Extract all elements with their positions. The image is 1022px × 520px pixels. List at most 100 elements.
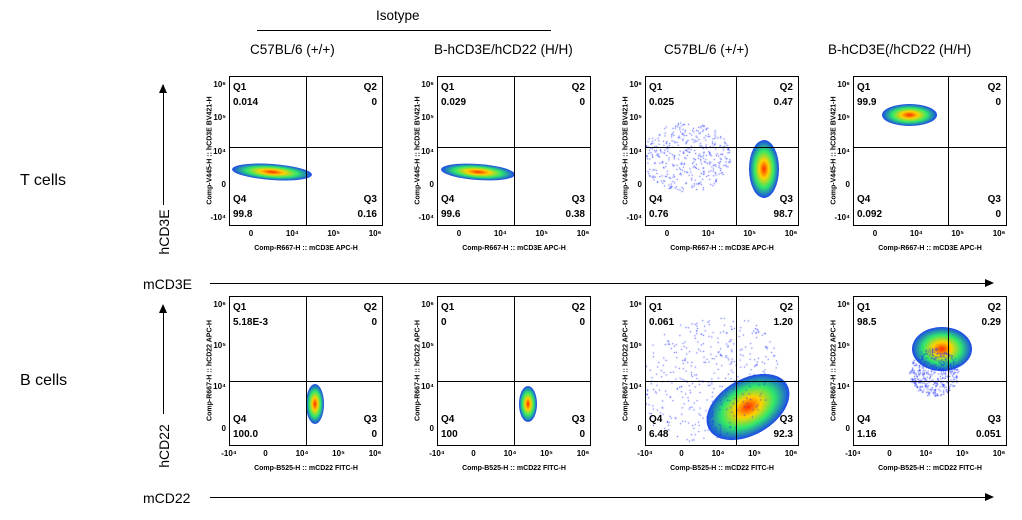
panel-r1-c1: Comp-V445-H :: hCD3E BV421-H 10⁶ 10⁵ 10⁴ 0 -1… <box>197 76 393 266</box>
quadrant-q2-name: Q2 <box>571 302 585 313</box>
quadrant-q3-name: Q3 <box>363 414 377 425</box>
quadrant-q3-percent: 0.16 <box>357 209 377 220</box>
quadrant-q4-percent: 100.0 <box>233 429 259 440</box>
x-tick-label: 0 <box>664 229 670 238</box>
quadrant-gate-vertical[interactable] <box>948 77 949 225</box>
x-tick-label: 10⁴ <box>909 229 923 238</box>
quadrant-q4-name: Q4 <box>233 194 247 205</box>
quadrant-q1-name: Q1 <box>441 82 455 93</box>
x-tick-label: 0 <box>471 449 476 458</box>
quadrant-q4-percent: 1.16 <box>857 429 877 440</box>
quadrant-gate-vertical[interactable] <box>736 77 737 225</box>
column-header-4: B-hCD3E(/hCD22 (H/H) <box>828 42 972 57</box>
panel-r2-c1: Comp-R667-H :: hCD22 APC-H 10⁶ 10⁵ 10⁴ 0 Q1 5.… <box>197 296 393 486</box>
quadrant-gate-vertical[interactable] <box>736 297 737 445</box>
quadrant-q2-percent: 1.20 <box>773 317 793 328</box>
y-tick-label: 10⁶ <box>629 80 642 89</box>
quadrant-q3-name: Q3 <box>571 194 585 205</box>
plot-x-axis-label: Comp-B525-H :: mCD22 FITC-H <box>878 465 982 472</box>
dot-plot: Q1 99.9 Q2 0 Q3 0 Q4 0.092 <box>853 76 1007 226</box>
quadrant-q3-name: Q3 <box>987 414 1001 425</box>
panel-r2-c3: Comp-R667-H :: hCD22 APC-H 10⁶ 10⁵ 10⁴ 0 Q1 0.… <box>613 296 809 486</box>
dot-plot: Q1 0 Q2 0 Q3 0 Q4 100 <box>437 296 591 446</box>
dot-plot: Q1 0.029 Q2 0 Q3 0.38 Q4 99.6 <box>437 76 591 226</box>
y-tick-label: 10⁴ <box>629 146 642 156</box>
quadrant-q2-percent: 0.29 <box>981 317 1001 328</box>
quadrant-q1-name: Q1 <box>233 302 247 313</box>
quadrant-gate-horizontal[interactable] <box>646 147 798 148</box>
panel-r1-c2: Comp-V445-H :: hCD3E BV421-H 10⁶ 10⁵ 10⁴ 0 -1… <box>405 76 601 266</box>
quadrant-q1-name: Q1 <box>649 82 663 93</box>
y-tick-label: 10⁴ <box>837 382 850 392</box>
x-tick-label: 10⁶ <box>784 449 798 458</box>
plot-x-axis-label: Comp-B525-H :: mCD22 FITC-H <box>670 465 774 472</box>
quadrant-q4-percent: 99.8 <box>233 209 253 220</box>
y-tick-label: 10⁶ <box>213 80 226 89</box>
quadrant-q2-percent: 0 <box>579 97 585 108</box>
row-label-t-cells: T cells <box>20 172 66 189</box>
y-tick-label: 10⁶ <box>629 300 642 309</box>
quadrant-gate-vertical[interactable] <box>514 297 515 445</box>
quadrant-gate-vertical[interactable] <box>948 297 949 445</box>
x-tick-label: 10⁶ <box>576 229 590 238</box>
column-header-3: C57BL/6 (+/+) <box>664 42 749 57</box>
y-tick-label: 10⁶ <box>837 80 850 89</box>
isotype-bracket-line <box>257 30 551 31</box>
plot-x-axis-label: Comp-B525-H :: mCD22 FITC-H <box>254 465 358 472</box>
b-cells-x-axis-arrow <box>210 497 988 498</box>
y-tick-label: 10⁵ <box>213 113 226 123</box>
x-tick-label: 10⁶ <box>784 229 798 238</box>
quadrant-q4-percent: 99.6 <box>441 209 461 220</box>
density-cluster <box>306 384 324 424</box>
quadrant-gate-horizontal[interactable] <box>646 381 798 382</box>
x-tick-label: 10⁶ <box>368 229 382 238</box>
density-cluster <box>881 104 937 126</box>
y-tick-label: 10⁵ <box>213 341 226 351</box>
quadrant-q1-percent: 99.9 <box>857 97 877 108</box>
y-tick-label: 10⁵ <box>837 113 850 123</box>
quadrant-q4-name: Q4 <box>857 194 871 205</box>
x-tick-label: 10⁵ <box>535 229 548 238</box>
quadrant-q3-percent: 0.051 <box>975 429 1001 440</box>
quadrant-q4-percent: 100 <box>441 429 458 440</box>
quadrant-q2-name: Q2 <box>987 82 1001 93</box>
y-tick-label: 10⁶ <box>421 300 434 309</box>
x-tick-label: 10⁶ <box>992 449 1006 458</box>
y-tick-label: 0 <box>637 423 642 433</box>
quadrant-q1-percent: 98.5 <box>857 317 877 328</box>
quadrant-gate-horizontal[interactable] <box>854 381 1006 382</box>
quadrant-gate-vertical[interactable] <box>514 77 515 225</box>
quadrant-q1-percent: 0.014 <box>233 97 259 108</box>
quadrant-q3-name: Q3 <box>363 194 377 205</box>
y-tick-label: 0 <box>429 180 434 189</box>
quadrant-q3-percent: 0 <box>371 429 377 440</box>
quadrant-gate-horizontal[interactable] <box>854 147 1006 148</box>
y-tick-label: 0 <box>221 423 226 433</box>
dot-plot: Q1 0.061 Q2 1.20 Q3 92.3 Q4 6.48 <box>645 296 799 446</box>
y-tick-label: 10⁵ <box>421 113 434 123</box>
quadrant-q1-percent: 0.029 <box>441 97 467 108</box>
plot-x-axis-label: Comp-B525-H :: mCD22 FITC-H <box>462 465 566 472</box>
quadrant-q1-name: Q1 <box>233 82 247 93</box>
x-tick-label: 10⁴ <box>493 229 507 238</box>
quadrant-q3-name: Q3 <box>779 414 793 425</box>
y-tick-label: -10⁴ <box>834 213 850 223</box>
panel-r1-c3: Comp-V445-H :: hCD3E BV421-H 10⁶ 10⁵ 10⁴ 0 -1… <box>613 76 809 266</box>
column-header-2: B-hCD3E/hCD22 (H/H) <box>434 42 573 57</box>
quadrant-q4-name: Q4 <box>233 414 247 425</box>
x-tick-label: -10⁴ <box>429 449 445 458</box>
quadrant-gate-vertical[interactable] <box>306 77 307 225</box>
x-tick-label: 10⁵ <box>743 229 756 238</box>
x-tick-label: 10⁵ <box>332 449 345 458</box>
x-tick-label: 10⁴ <box>285 229 299 238</box>
x-tick-label: 10⁵ <box>956 449 969 458</box>
quadrant-q2-percent: 0 <box>579 317 585 328</box>
dot-plot: Q1 0.014 Q2 0 Q3 0.16 Q4 99.8 <box>229 76 383 226</box>
scatter-events <box>854 297 1006 445</box>
quadrant-q3-percent: 0 <box>579 429 585 440</box>
quadrant-q1-name: Q1 <box>649 302 663 313</box>
dot-plot: Q1 0.025 Q2 0.47 Q3 98.7 Q4 0.76 <box>645 76 799 226</box>
quadrant-gate-vertical[interactable] <box>306 297 307 445</box>
column-header-1: C57BL/6 (+/+) <box>250 42 335 57</box>
y-tick-label: 10⁴ <box>837 146 850 156</box>
